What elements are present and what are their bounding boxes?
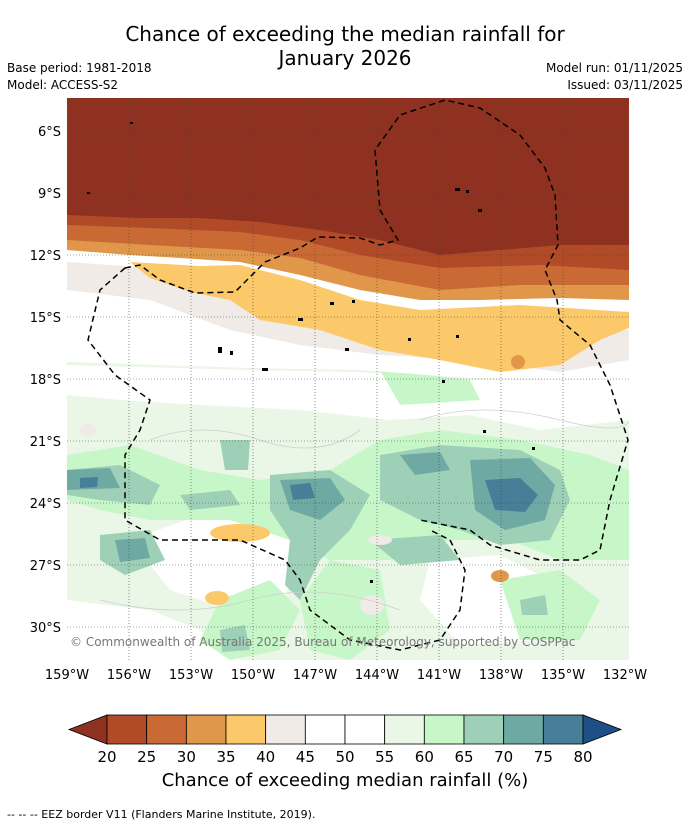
lat-label: 24°S	[30, 497, 61, 512]
copyright-notice: © Commonwealth of Australia 2025, Bureau…	[70, 635, 575, 649]
model-name: Model: ACCESS-S2	[7, 78, 119, 92]
colorbar-box	[344, 714, 386, 745]
lat-axis: 6°S 9°S 12°S 15°S 18°S 21°S 24°S 27°S 30…	[30, 125, 61, 636]
zone-white-sw	[67, 600, 240, 660]
zone-70-spot-2	[180, 490, 240, 510]
zone-white-band	[67, 365, 629, 430]
lon-label: 147°W	[293, 668, 337, 683]
graticule	[67, 98, 629, 660]
colorbar-box	[225, 714, 267, 745]
neutral-spot-2	[360, 595, 384, 615]
base-period: Base period: 1981-2018	[7, 61, 152, 75]
meta-left: Base period: 1981-2018 Model: ACCESS-S2	[7, 60, 152, 94]
map-title: Chance of exceeding the median rainfall …	[0, 22, 690, 70]
lon-label: 132°W	[603, 668, 647, 683]
colorbar-extend-high	[582, 714, 623, 745]
zone-70-spot-4	[220, 625, 250, 652]
eez-borders	[87, 99, 629, 651]
eez-legend: -- -- -- EEZ border V11 (Flanders Marine…	[7, 808, 316, 821]
colorbar-tick: 50	[335, 748, 354, 766]
yellow-spot-1	[210, 524, 270, 542]
contour-1	[149, 429, 361, 449]
neutral-spot-1	[80, 424, 96, 436]
title-line-2: January 2026	[278, 46, 412, 70]
colorbar-tick: 40	[256, 748, 275, 766]
zone-70-spot-3	[520, 595, 548, 615]
lat-label: 6°S	[38, 125, 61, 140]
zone-65-se	[500, 570, 600, 640]
colorbar-box	[503, 714, 544, 745]
colorbar-tick: 60	[415, 748, 434, 766]
lat-label: 9°S	[38, 187, 61, 202]
lon-axis: 159°W 156°W 153°W 150°W 147°W 144°W 141°…	[45, 668, 647, 683]
colorbar-label: Chance of exceeding median rainfall (%)	[161, 770, 529, 791]
colorbar-tick: 20	[97, 748, 116, 766]
lat-label: 18°S	[30, 373, 61, 388]
colorbar-extend-low	[67, 714, 108, 745]
lat-label: 15°S	[30, 311, 61, 326]
lon-label: 138°W	[479, 668, 523, 683]
orange-spot	[491, 570, 509, 582]
contour-2	[99, 591, 401, 611]
lat-label: 30°S	[30, 621, 61, 636]
zone-80-center	[290, 483, 315, 500]
yellow-spot-2	[205, 591, 229, 605]
lon-label: 156°W	[107, 668, 151, 683]
lat-label: 12°S	[30, 249, 61, 264]
colorbar-box	[106, 714, 148, 745]
model-run: Model run: 01/11/2025	[545, 61, 683, 75]
title-line-1: Chance of exceeding the median rainfall …	[125, 22, 565, 46]
zone-80-east	[485, 478, 538, 512]
zone-70-spot	[220, 440, 250, 470]
colorbar-tick: 80	[573, 748, 592, 766]
lon-label: 159°W	[45, 668, 89, 683]
lon-label: 153°W	[169, 668, 213, 683]
contour-3	[419, 409, 629, 429]
zone-75-sw	[115, 538, 150, 562]
colorbar-tick: 25	[137, 748, 156, 766]
colorbar-box	[265, 714, 306, 745]
colorbar-box	[463, 714, 505, 745]
colorbar-box	[423, 714, 465, 745]
colorbar-tick: 75	[534, 748, 553, 766]
zone-70-south	[370, 535, 460, 565]
issued-date: Issued: 03/11/2025	[567, 78, 683, 92]
orange-spot-2	[511, 355, 525, 369]
zone-20	[67, 98, 629, 255]
lat-label: 21°S	[30, 435, 61, 450]
colorbar-tick: 45	[296, 748, 315, 766]
zone-80-west	[80, 477, 98, 488]
zone-65-mid	[300, 560, 390, 660]
lon-label: 144°W	[355, 668, 399, 683]
colorbar-box	[542, 714, 584, 745]
colorbar-tick: 30	[177, 748, 196, 766]
colorbar-tick: 35	[216, 748, 235, 766]
lon-label: 135°W	[541, 668, 585, 683]
colorbar-box	[185, 714, 227, 745]
colorbar-tick: 65	[454, 748, 473, 766]
colorbar-box	[384, 714, 425, 745]
lon-label: 150°W	[231, 668, 275, 683]
lon-label: 141°W	[417, 668, 461, 683]
colorbar-tick: 55	[375, 748, 394, 766]
lat-label: 27°S	[30, 559, 61, 574]
neutral-spot-3	[368, 535, 392, 545]
colorbar-box	[304, 714, 346, 745]
colorbar-tick: 70	[494, 748, 513, 766]
zone-75-spot	[400, 452, 450, 475]
meta-right: Model run: 01/11/2025 Issued: 03/11/2025	[546, 60, 683, 94]
colorbar-box	[146, 714, 187, 745]
colorbar: 20 25 30 35 40 45 50 55 60 65 70 75 80	[67, 714, 623, 766]
